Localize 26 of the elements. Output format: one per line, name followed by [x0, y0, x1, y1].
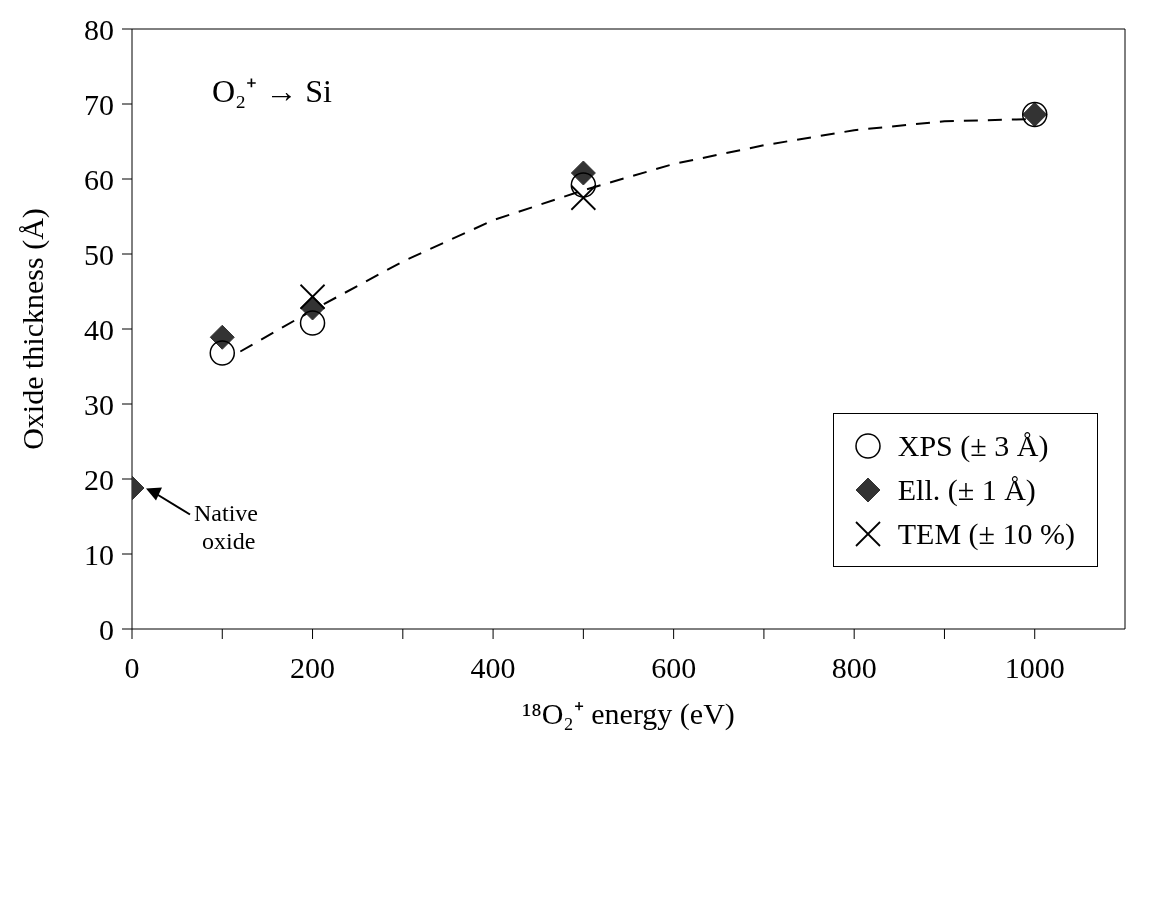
legend-label: XPS (± 3 Å) — [897, 428, 1049, 464]
y-tick-label: 50 — [84, 237, 114, 271]
x-tick-label: 1000 — [1004, 651, 1065, 685]
annotation: O₂⁺ → Si — [212, 72, 332, 111]
point — [209, 324, 235, 350]
y-tick-label: 30 — [84, 387, 114, 421]
y-tick-label: 40 — [84, 312, 114, 346]
y-tick-label: 10 — [84, 537, 114, 571]
y-tick-label: 60 — [84, 162, 114, 196]
annotation: Native oxide — [194, 499, 258, 554]
point — [209, 340, 236, 366]
x-tick-label: 400 — [470, 651, 516, 685]
y-tick-label: 70 — [84, 87, 114, 121]
x-tick-label: 600 — [651, 651, 697, 685]
y-axis-title: Oxide thickness (Å) — [15, 208, 50, 450]
x-tick-label: 800 — [831, 651, 877, 685]
point — [570, 172, 597, 198]
y-tick-label: 20 — [84, 462, 114, 496]
y-tick-label: 0 — [99, 612, 114, 646]
point — [299, 310, 326, 336]
legend-label: Ell. (± 1 Å) — [897, 472, 1036, 508]
x-axis-title: ¹⁸O₂⁺ energy (eV) — [522, 697, 735, 731]
y-tick-label: 80 — [84, 12, 114, 46]
legend-label: TEM (± 10 %) — [897, 516, 1075, 552]
x-tick-label: 0 — [124, 651, 140, 685]
x-tick-label: 200 — [290, 651, 336, 685]
